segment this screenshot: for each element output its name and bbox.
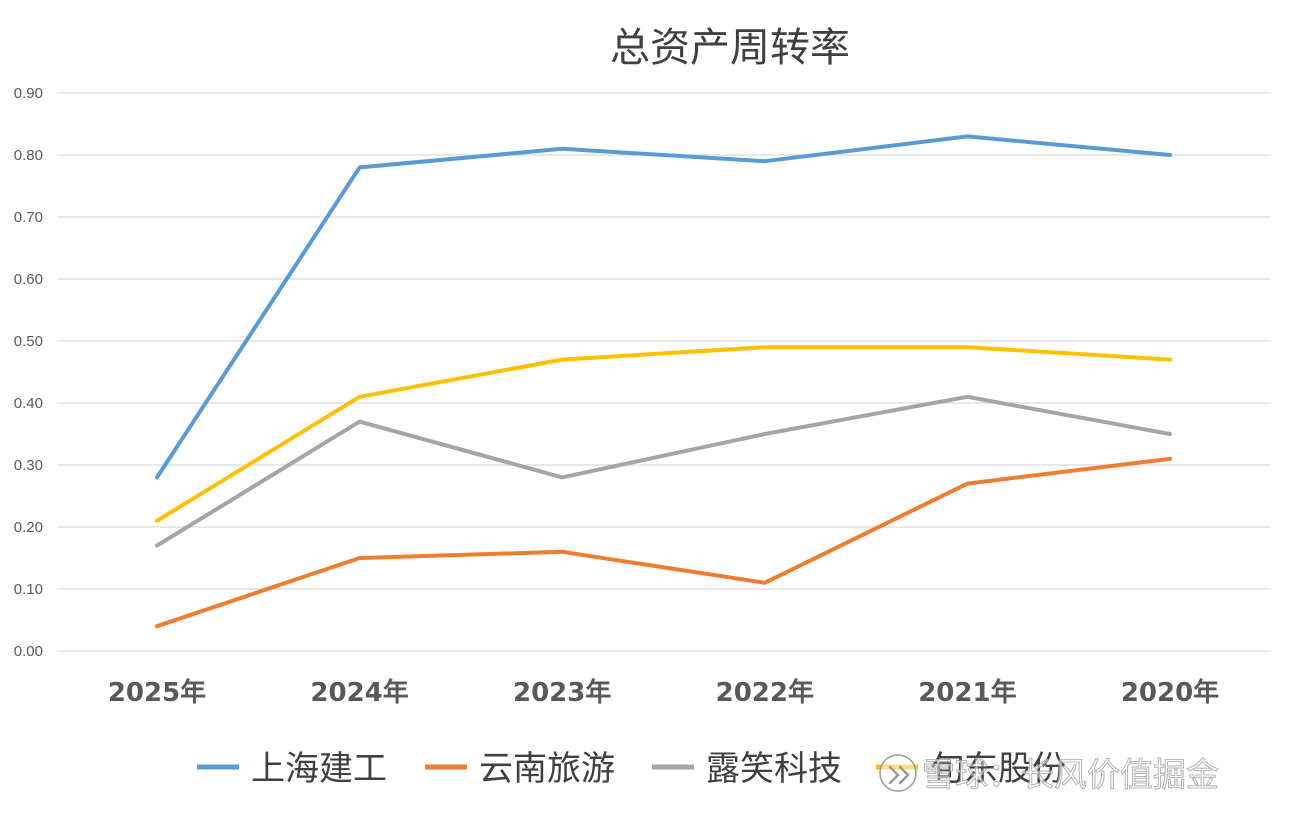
series-lines [155, 134, 1172, 629]
watermark: 雪球：长风价值掘金 [879, 754, 1220, 795]
legend-label: 旬东股份 [930, 749, 1066, 789]
y-axis-ticks: 0.00 0.10 0.20 0.30 0.40 0.50 0.60 0.70 0.80 0.90 [14, 85, 43, 660]
x-tick-label: 2022年 [716, 677, 814, 708]
y-tick-label: 0.00 [14, 643, 43, 660]
x-tick-label: 2024年 [310, 677, 408, 708]
legend-label: 露笑科技 [706, 749, 842, 789]
y-tick-label: 0.50 [14, 333, 43, 350]
series-line-2 [155, 456, 1172, 629]
snowball-logo-icon [879, 754, 917, 792]
chart-title: 总资产周转率 [610, 25, 850, 71]
x-tick-label: 2023年 [513, 677, 611, 708]
legend-label: 上海建工 [251, 749, 387, 789]
x-tick-label: 2020年 [1121, 677, 1219, 708]
y-tick-label: 0.40 [14, 395, 43, 412]
y-tick-label: 0.60 [14, 271, 43, 288]
x-axis-ticks: 2025年 2024年 2023年 2022年 2021年 2020年 [108, 677, 1219, 708]
y-tick-label: 0.90 [14, 85, 43, 102]
y-tick-label: 0.10 [14, 581, 43, 598]
watermark-text: 雪球：长风价值掘金 [922, 755, 1219, 794]
x-tick-label: 2025年 [108, 677, 206, 708]
series-line-4 [155, 345, 1172, 523]
x-tick-label: 2021年 [918, 677, 1016, 708]
y-tick-label: 0.20 [14, 519, 43, 536]
y-tick-label: 0.30 [14, 457, 43, 474]
legend: 上海建工 云南旅游 露笑科技 旬东股份 [197, 749, 1066, 789]
y-tick-label: 0.80 [14, 147, 43, 164]
series-line-1 [155, 134, 1172, 480]
y-tick-label: 0.70 [14, 209, 43, 226]
series-line-3 [155, 394, 1172, 548]
legend-label: 云南旅游 [479, 749, 615, 789]
